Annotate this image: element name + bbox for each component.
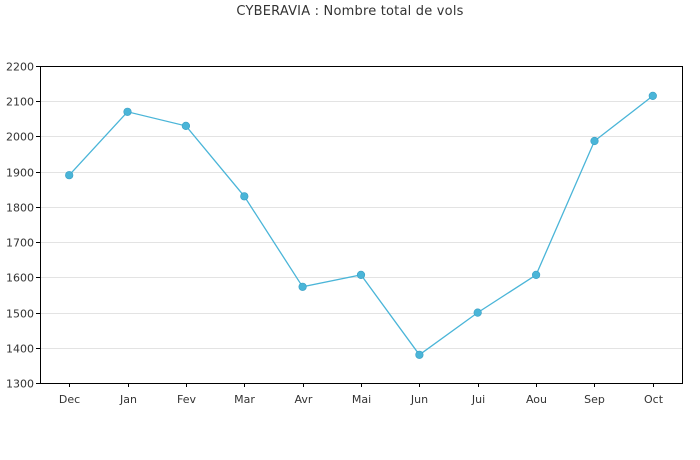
data-point	[298, 282, 307, 291]
y-tick-label: 2200	[6, 61, 34, 74]
y-tick-label: 1700	[6, 237, 34, 250]
data-point	[65, 171, 74, 180]
y-tick-label: 2000	[6, 131, 34, 144]
x-tick-label: Avr	[295, 393, 313, 406]
y-tick-label: 1500	[6, 308, 34, 321]
data-point	[531, 270, 541, 280]
series-layer	[65, 91, 657, 359]
series-line	[68, 95, 654, 356]
data-point	[415, 350, 424, 359]
y-tick-label: 1400	[6, 343, 34, 356]
x-tick-label: Aou	[526, 393, 547, 406]
y-tick-label: 1300	[6, 378, 34, 391]
y-tick-label: 1900	[6, 167, 34, 180]
x-tick-label: Fev	[177, 393, 196, 406]
x-tick-label: Jui	[471, 393, 485, 406]
data-point	[181, 121, 190, 130]
x-tick-label: Oct	[644, 393, 664, 406]
y-tick-label: 2100	[6, 96, 34, 109]
data-point	[123, 107, 132, 116]
x-tick-label: Dec	[59, 393, 80, 406]
x-tick-label: Mai	[352, 393, 371, 406]
data-point	[473, 308, 482, 317]
y-tick-label: 1600	[6, 272, 34, 285]
chart-title: CYBERAVIA : Nombre total de vols	[236, 4, 464, 19]
x-tick-label: Sep	[584, 393, 605, 406]
data-point	[590, 136, 599, 146]
y-axis: 1300 1400 1500 1600 1700 1800 1900 2000 2100 2200	[6, 61, 40, 391]
grid-lines	[40, 101, 682, 349]
data-point	[240, 192, 249, 201]
x-tick-label: Jan	[119, 393, 137, 406]
x-tick-label: Jun	[410, 393, 428, 406]
data-point	[356, 270, 366, 280]
x-axis: Dec Jan Fev Mar Avr Mai Jun Jui Aou Sep Oct	[59, 383, 664, 406]
y-tick-label: 1800	[6, 202, 34, 215]
data-point	[648, 91, 657, 100]
x-tick-label: Mar	[234, 393, 255, 406]
